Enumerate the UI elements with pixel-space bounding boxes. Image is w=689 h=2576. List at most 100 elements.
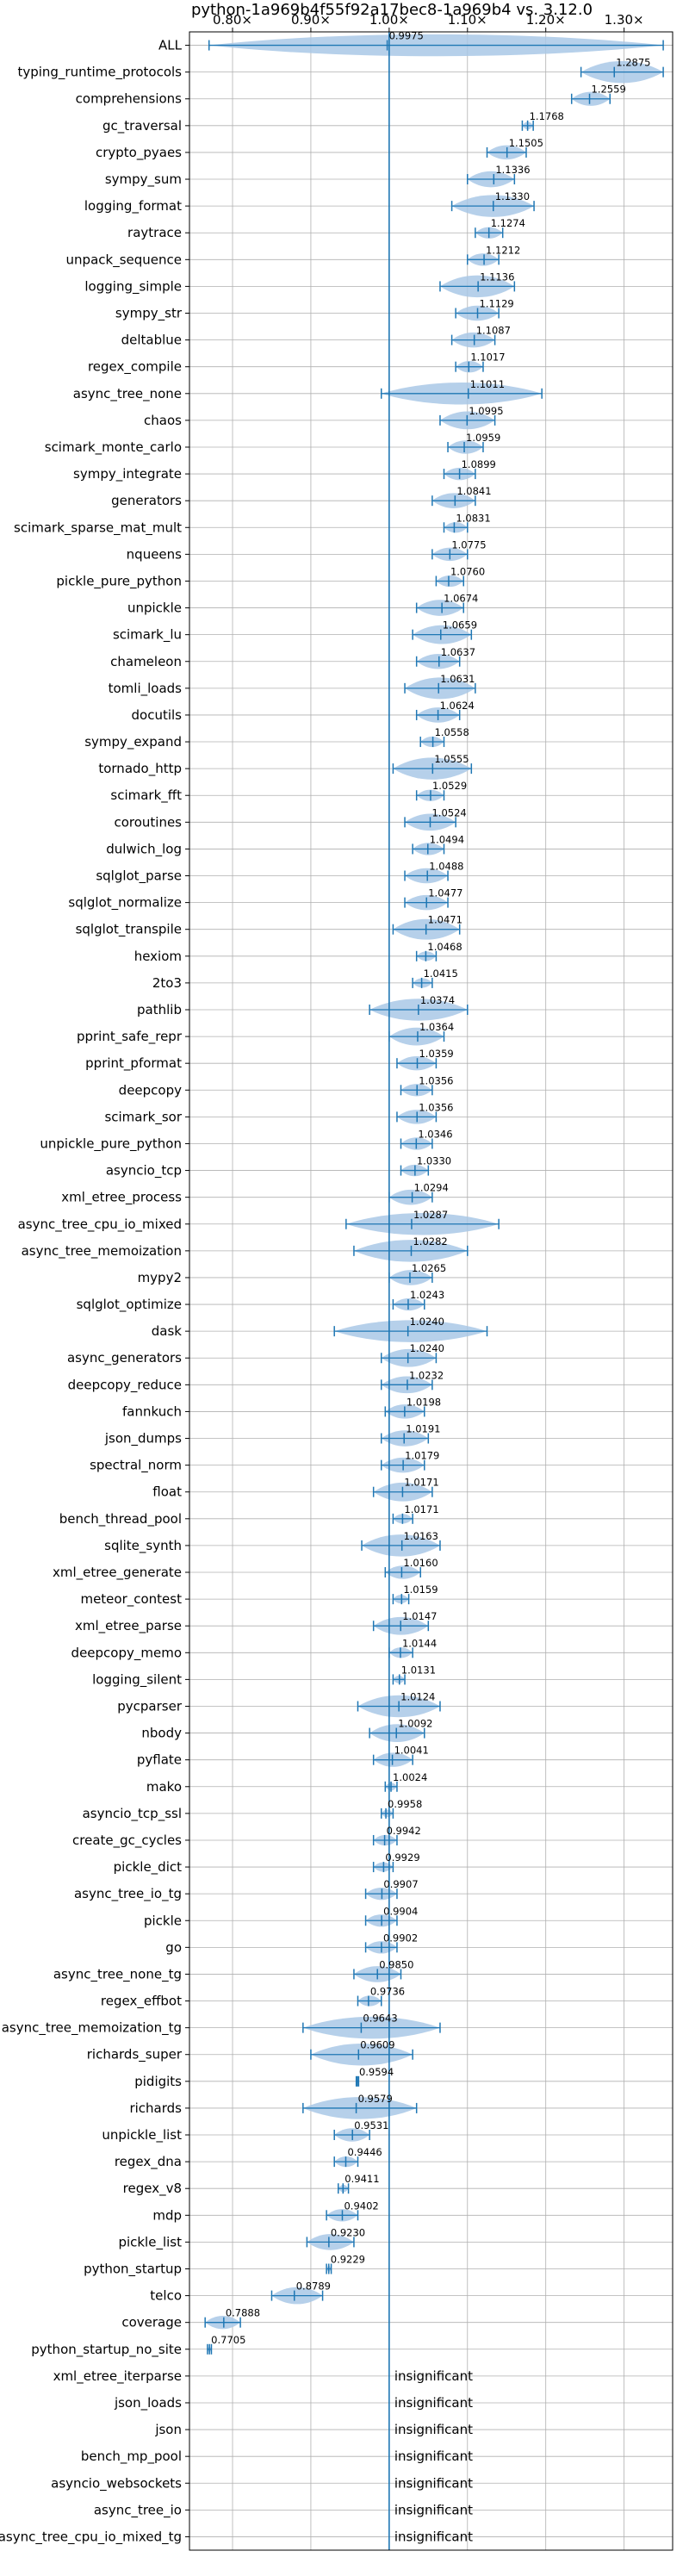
value-label: 0.9902 [383, 1932, 418, 1944]
value-label: 1.0674 [444, 593, 478, 605]
benchmark-label: create_gc_cycles [72, 1832, 182, 1849]
benchmark-label: richards_super [87, 2047, 183, 2063]
benchmark-label: fannkuch [122, 1403, 182, 1419]
value-label: 0.7888 [226, 2307, 260, 2319]
value-label: 1.0294 [414, 1182, 449, 1194]
value-label: 1.0147 [402, 1610, 437, 1622]
value-label: 1.0287 [413, 1209, 448, 1221]
value-label: 1.0265 [412, 1262, 446, 1274]
benchmark-label: ALL [158, 38, 183, 53]
benchmark-label: mdp [152, 2207, 182, 2223]
benchmark-label: deepcopy [119, 1082, 182, 1098]
value-label: 0.9736 [370, 1986, 405, 1998]
value-label: 1.0374 [420, 994, 455, 1006]
value-label: 1.0124 [400, 1690, 435, 1702]
benchmark-label: pidigits [134, 2074, 182, 2089]
value-label: 0.9929 [385, 1851, 419, 1864]
value-label: 1.0415 [424, 968, 458, 980]
benchmark-label: sqlglot_transpile [76, 922, 182, 938]
benchmark-label: tornado_http [98, 761, 182, 777]
benchmark-label: raytrace [127, 225, 182, 240]
value-label: 0.9942 [387, 1825, 421, 1837]
benchmark-label: mypy2 [138, 1270, 182, 1285]
benchmark-label: scimark_fft [110, 787, 182, 804]
value-label: 1.0356 [419, 1074, 453, 1086]
value-label: 1.0558 [435, 726, 469, 738]
benchmark-label: pprint_pformat [85, 1055, 182, 1072]
value-label: 1.0631 [440, 673, 475, 685]
value-label: 0.9230 [331, 2226, 365, 2238]
value-label: 1.2559 [592, 84, 626, 96]
benchmark-label: regex_compile [88, 359, 182, 376]
benchmark-label: typing_runtime_protocols [17, 65, 182, 81]
benchmark-label: python_startup_no_site [31, 2342, 182, 2358]
benchmark-label: sqlglot_normalize [68, 895, 182, 912]
benchmark-label: hexiom [134, 949, 182, 964]
value-label: 0.7705 [211, 2334, 245, 2346]
value-label: 1.1330 [495, 190, 530, 202]
benchmark-label: async_tree_memoization [22, 1243, 182, 1260]
value-label: 0.9594 [359, 2066, 394, 2078]
benchmark-label: sqlite_synth [104, 1538, 182, 1554]
value-label: 1.0243 [410, 1289, 444, 1301]
benchmark-label: pickle [144, 1913, 182, 1928]
benchmark-label: pycparser [117, 1698, 183, 1714]
value-label: 1.0024 [393, 1771, 427, 1783]
value-label: 1.0659 [443, 619, 477, 632]
value-label: 0.9958 [388, 1798, 422, 1810]
benchmark-label: sqlglot_parse [96, 868, 182, 885]
benchmark-label: go [165, 1939, 182, 1955]
value-label: 1.0346 [418, 1128, 452, 1140]
benchmark-label: xml_etree_iterparse [53, 2368, 182, 2385]
value-label: 0.9531 [354, 2119, 388, 2131]
benchmark-label: docutils [132, 707, 183, 723]
value-label: 1.0494 [430, 833, 464, 845]
benchmark-label: unpack_sequence [66, 252, 182, 268]
benchmark-label: async_tree_io [94, 2502, 182, 2518]
x-tick-label: 1.00× [369, 12, 409, 28]
benchmark-label: spectral_norm [90, 1458, 182, 1474]
value-label: 1.0899 [462, 458, 496, 470]
benchmark-label: dulwich_log [106, 841, 182, 857]
benchmark-label: bench_thread_pool [59, 1511, 182, 1528]
benchmark-label: pprint_safe_repr [77, 1029, 183, 1045]
benchmark-label: regex_effbot [101, 1994, 182, 2010]
benchmark-label: pyflate [137, 1752, 182, 1768]
value-label: 1.0171 [404, 1503, 438, 1515]
benchmark-label: asyncio_websockets [51, 2475, 182, 2492]
benchmark-label: async_tree_none_tg [53, 1966, 182, 1982]
plot-frame [189, 31, 673, 2551]
benchmark-label: 2to3 [152, 975, 182, 991]
x-tick-label: 0.80× [213, 12, 252, 28]
benchmark-label: unpickle_pure_python [40, 1136, 182, 1152]
value-label: 1.1274 [491, 217, 525, 229]
benchmark-label: nqueens [127, 546, 182, 562]
benchmark-label: gc_traversal [102, 118, 182, 134]
value-label: 1.0841 [456, 485, 491, 497]
grid-lines [189, 32, 673, 2550]
axes [185, 28, 673, 2551]
benchmark-label: python_startup [84, 2261, 182, 2277]
insignificant-label: insignificant [394, 2529, 473, 2544]
insignificant-label: insignificant [394, 2475, 473, 2491]
value-label: 1.1017 [470, 352, 505, 364]
benchmark-label: unpickle_list [102, 2127, 182, 2144]
benchmark-label: sympy_sum [105, 171, 182, 188]
value-label: 0.9229 [331, 2253, 365, 2265]
benchmark-label: deltablue [121, 333, 182, 348]
benchmark-label: generators [111, 493, 182, 508]
value-label: 0.9446 [347, 2146, 382, 2158]
insignificant-label: insignificant [394, 2422, 473, 2437]
value-label: 1.0159 [403, 1584, 438, 1596]
benchmark-label: mako [146, 1779, 182, 1795]
benchmark-label: async_tree_cpu_io_mixed [18, 1216, 182, 1233]
benchmark-label: float [152, 1484, 182, 1500]
benchmark-label: asyncio_tcp [106, 1163, 182, 1179]
benchmark-label: chameleon [110, 654, 182, 669]
x-tick-label: 1.10× [448, 12, 487, 28]
benchmark-label: async_tree_io_tg [74, 1886, 182, 1902]
value-label: 1.0191 [406, 1423, 440, 1435]
value-label: 1.0775 [451, 538, 486, 551]
benchmark-label: tomli_loads [109, 681, 183, 697]
value-label: 1.1505 [509, 137, 543, 149]
